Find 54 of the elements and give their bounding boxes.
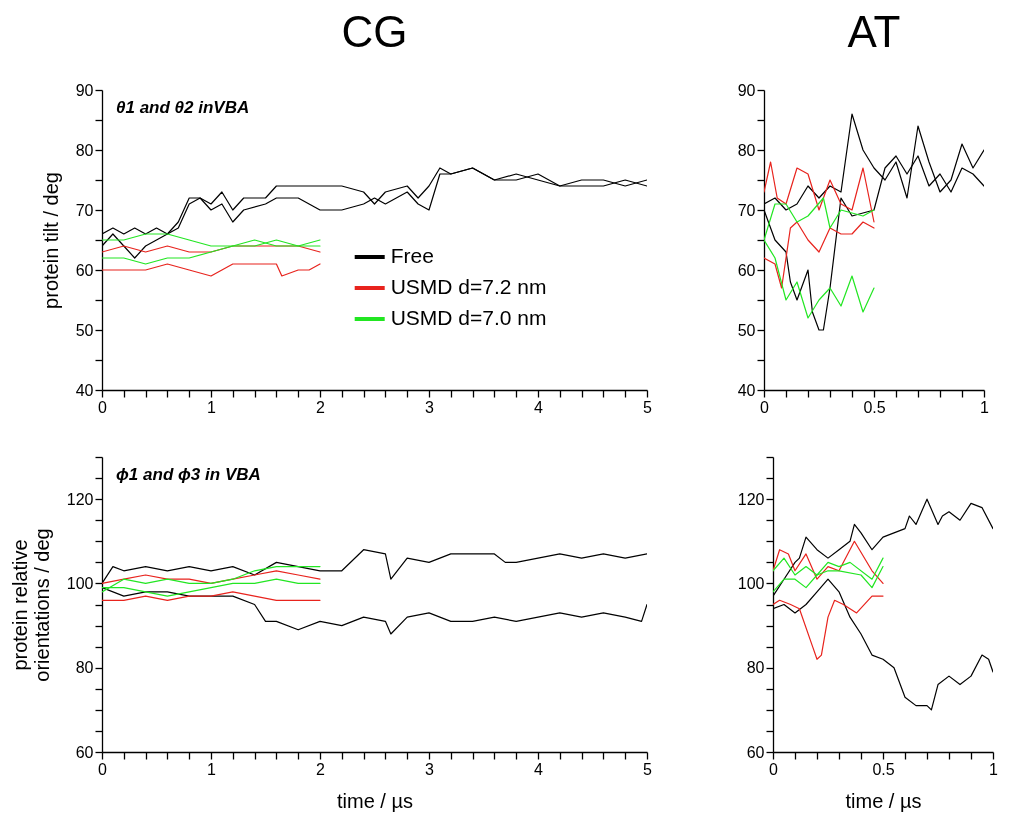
x-tick-label: 0 bbox=[98, 398, 108, 416]
y-tick-label: 90 bbox=[737, 81, 756, 99]
line-series bbox=[102, 565, 321, 593]
line-series bbox=[773, 595, 884, 660]
x-tick-label: 1 bbox=[207, 398, 217, 416]
chart-title: AT bbox=[847, 7, 901, 56]
legend-label: Free bbox=[390, 244, 434, 267]
x-tick-label: 1 bbox=[989, 760, 999, 778]
x-tick-label: 2 bbox=[316, 398, 326, 416]
x-tick-label: 4 bbox=[534, 760, 544, 778]
y-tick-label: 80 bbox=[737, 141, 756, 159]
x-tick-label: 4 bbox=[534, 398, 544, 416]
y-tick-label: 60 bbox=[75, 261, 94, 279]
x-tick-label: 5 bbox=[643, 398, 653, 416]
y-tick-label: 120 bbox=[737, 490, 765, 508]
x-tick-label: 1 bbox=[207, 760, 217, 778]
x-tick-label: 0.5 bbox=[872, 760, 895, 778]
y-tick-label: 40 bbox=[737, 381, 756, 399]
line-series bbox=[764, 161, 875, 223]
annotation: θ1 and θ2 inVBA bbox=[116, 98, 250, 117]
x-tick-label: 1 bbox=[980, 398, 990, 416]
x-tick-label: 2 bbox=[316, 760, 326, 778]
y-tick-label: 50 bbox=[75, 321, 94, 339]
x-axis-title: time / µs bbox=[845, 789, 922, 812]
x-tick-label: 5 bbox=[643, 760, 653, 778]
x-tick-label: 0.5 bbox=[863, 398, 886, 416]
x-tick-label: 0 bbox=[760, 398, 770, 416]
x-tick-label: 3 bbox=[425, 760, 435, 778]
y-tick-label: 60 bbox=[737, 261, 756, 279]
y-tick-label: 50 bbox=[737, 321, 756, 339]
y-tick-label: 60 bbox=[75, 743, 94, 761]
annotation: ϕ1 and ϕ3 in VBA bbox=[116, 465, 261, 484]
legend-label: USMD d=7.0 nm bbox=[390, 306, 547, 329]
y-axis-title: protein tilt / deg bbox=[39, 172, 62, 309]
y-tick-label: 90 bbox=[75, 81, 94, 99]
y-tick-label: 70 bbox=[737, 201, 756, 219]
y-tick-label: 80 bbox=[746, 659, 765, 677]
y-tick-label: 100 bbox=[737, 574, 765, 592]
y-tick-label: 80 bbox=[75, 141, 94, 159]
line-series bbox=[764, 221, 875, 289]
x-tick-label: 0 bbox=[769, 760, 779, 778]
x-axis-title: time / µs bbox=[337, 789, 413, 812]
line-series bbox=[773, 540, 884, 585]
y-tick-label: 120 bbox=[66, 490, 94, 508]
x-tick-label: 3 bbox=[425, 398, 435, 416]
x-tick-label: 0 bbox=[98, 760, 108, 778]
legend-label: USMD d=7.2 nm bbox=[390, 275, 547, 298]
y-tick-label: 60 bbox=[746, 743, 765, 761]
y-tick-label: 40 bbox=[75, 381, 94, 399]
y-tick-label: 70 bbox=[75, 201, 94, 219]
y-tick-label: 80 bbox=[75, 659, 94, 677]
y-axis-title: protein relative orientations / deg bbox=[8, 528, 53, 682]
y-tick-label: 100 bbox=[66, 574, 94, 592]
chart-title: CG bbox=[341, 7, 408, 56]
